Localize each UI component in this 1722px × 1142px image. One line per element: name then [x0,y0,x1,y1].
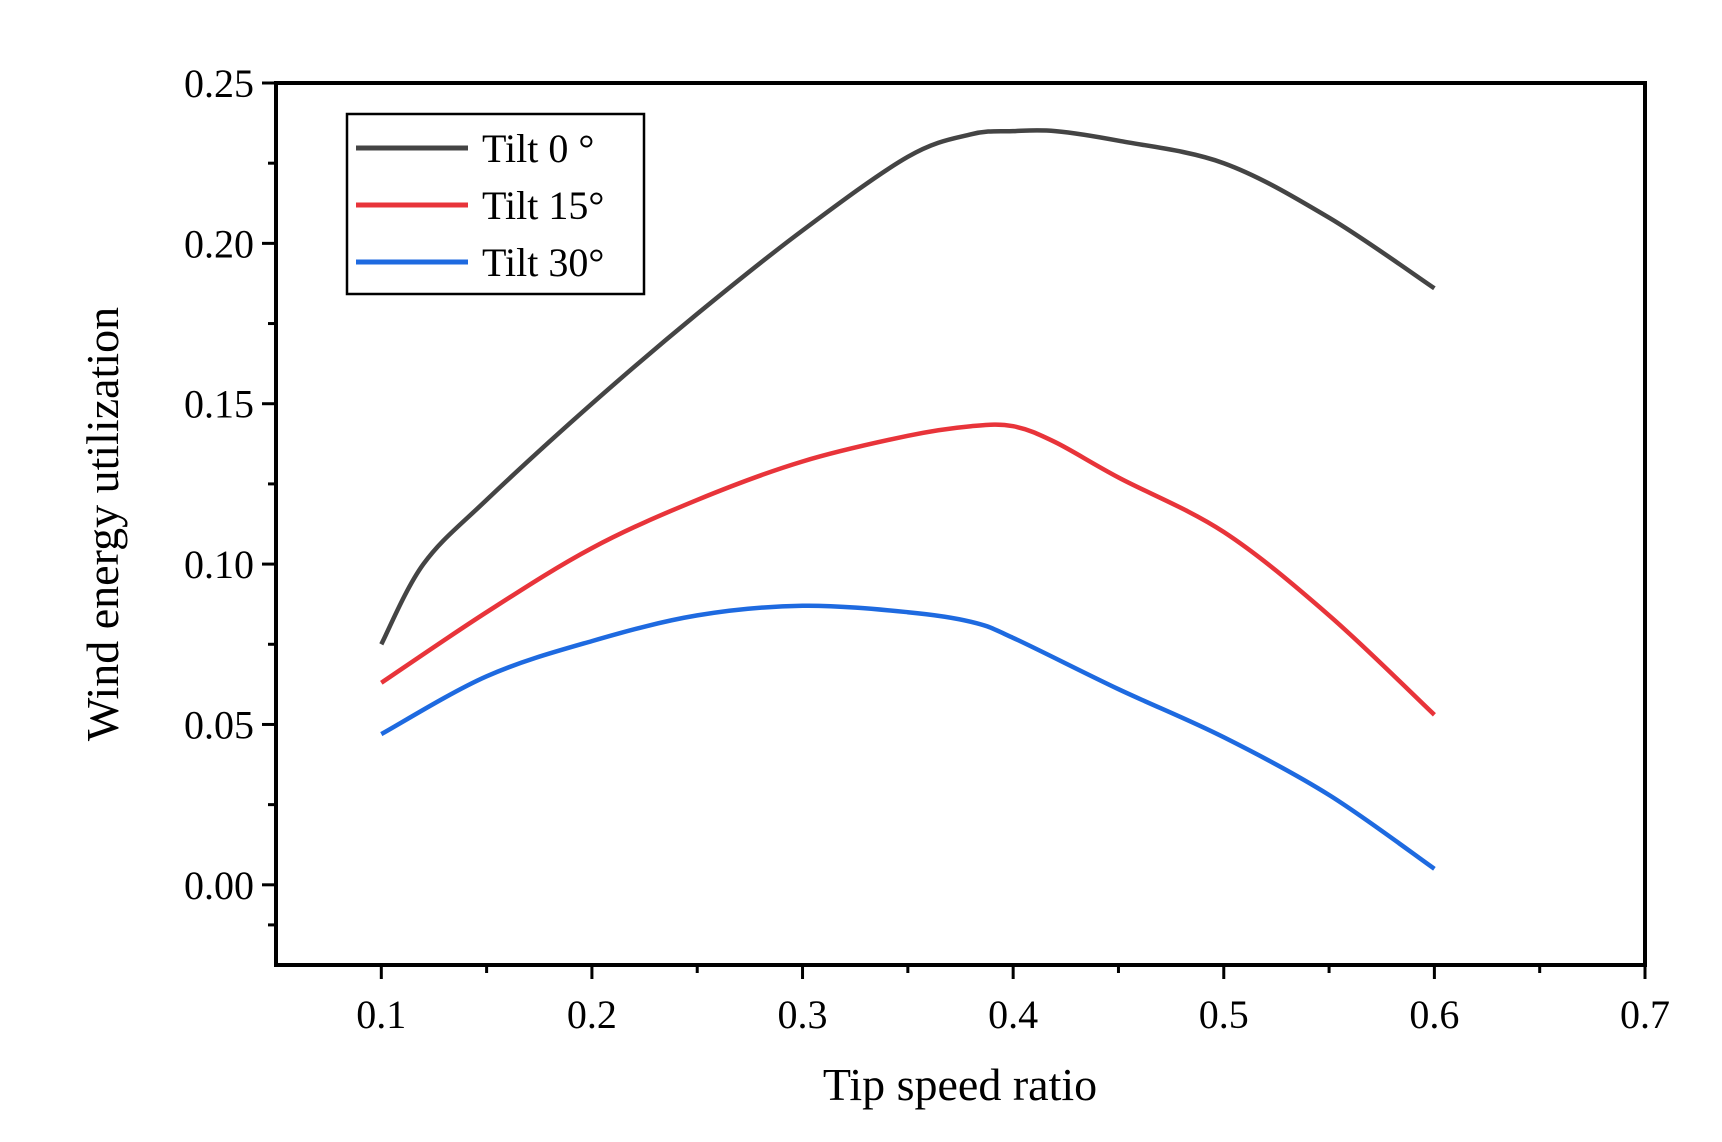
y-tick-label: 0.15 [184,382,254,427]
ticks-layer: 0.1 0.2 0.3 0.4 0.5 0.6 0.7 0.00 0.05 0.10 0.15 0.2… [184,61,1670,1037]
y-tick-label: 0.25 [184,61,254,106]
x-tick-label: 0.7 [1620,992,1670,1037]
x-tick-label: 0.5 [1199,992,1249,1037]
y-axis-title: Wind energy utilization [77,307,128,741]
legend-label-tilt-30: Tilt 30° [482,240,604,285]
legend-label-tilt-0: Tilt 0 ° [482,126,594,171]
series-line-tilt-30 [380,603,1436,871]
plot-frame [274,81,1647,967]
y-tick-label: 0.20 [184,221,254,266]
x-tick-label: 0.1 [356,992,406,1037]
x-axis-title: Tip speed ratio [823,1059,1097,1110]
x-tick-label: 0.6 [1409,992,1459,1037]
legend-label-tilt-15: Tilt 15° [482,183,604,228]
series-layer [379,128,1436,871]
y-tick-label: 0.05 [184,702,254,747]
y-tick-label: 0.00 [184,863,254,908]
y-tick-label: 0.10 [184,542,254,587]
series-line-tilt-0 [379,128,1436,646]
x-tick-label: 0.4 [988,992,1038,1037]
legend: Tilt 0 ° Tilt 15° Tilt 30° [345,112,646,296]
x-tick-label: 0.3 [778,992,828,1037]
series-line-tilt-15 [380,422,1436,717]
x-tick-label: 0.2 [567,992,617,1037]
